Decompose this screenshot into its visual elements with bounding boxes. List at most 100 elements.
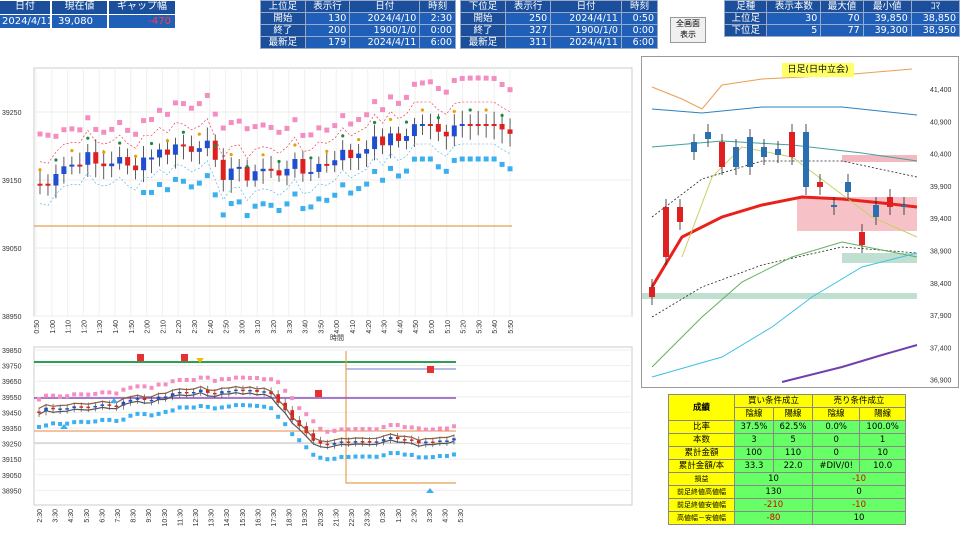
resistance-marker	[332, 428, 337, 433]
signal-dot	[420, 108, 424, 112]
support-marker	[72, 420, 77, 425]
resistance-marker	[451, 424, 456, 429]
resistance-marker	[236, 118, 242, 124]
row-label: 前足終値安値幅	[668, 498, 735, 512]
resistance-marker	[260, 122, 266, 128]
candle-body	[733, 147, 739, 167]
support-marker	[381, 453, 386, 458]
candle-body	[100, 404, 105, 406]
buy-value: 130	[733, 485, 814, 499]
resistance-marker	[198, 375, 203, 380]
support-marker	[226, 404, 231, 409]
row-label: 上位足	[723, 12, 768, 25]
row-value: 100.0%	[859, 420, 906, 434]
resistance-marker	[117, 120, 123, 126]
candle-body	[388, 133, 394, 146]
resistance-marker	[346, 427, 351, 432]
resistance-marker	[100, 390, 105, 395]
support-marker	[212, 192, 218, 198]
signal-dot	[404, 120, 409, 124]
support-marker	[107, 417, 112, 422]
support-marker	[172, 176, 178, 182]
y-tick-label: 39250	[2, 442, 22, 449]
candle-body	[227, 391, 231, 393]
signal-dot	[293, 143, 297, 147]
resistance-marker	[409, 425, 414, 430]
resistance-marker	[93, 391, 98, 396]
support-marker	[149, 189, 155, 195]
resistance-marker	[244, 126, 250, 132]
row-label: 終了	[260, 24, 306, 37]
resistance-marker	[324, 127, 330, 133]
candle-body	[128, 399, 133, 402]
x-tick-label: 14:30	[224, 509, 231, 527]
resistance-marker	[348, 121, 354, 127]
main-ma-line	[650, 195, 918, 288]
resistance-marker	[459, 75, 465, 81]
daily-chart-title: 日足(日中立会)	[782, 63, 854, 77]
fullscreen-button[interactable]: 全画面 表示	[670, 17, 706, 43]
support-marker	[308, 204, 314, 210]
row-value: 5	[772, 433, 814, 447]
x-tick-label: 16:30	[255, 509, 262, 527]
resistance-marker	[427, 79, 433, 85]
resistance-marker	[37, 397, 41, 402]
candle-body	[374, 441, 379, 443]
resistance-marker	[109, 126, 115, 132]
header-cell: 日付	[349, 0, 421, 13]
row-value: 0:00	[419, 24, 456, 37]
candle-body	[260, 168, 266, 172]
sub-header: 陽線	[859, 407, 906, 421]
support-marker	[451, 157, 457, 163]
support-marker	[260, 201, 266, 207]
row-value: 0	[812, 446, 861, 460]
y-tick-label: 39,900	[930, 184, 952, 191]
candle-body	[204, 140, 210, 149]
candle-body	[417, 440, 421, 444]
support-marker	[348, 190, 354, 196]
support-marker	[353, 454, 358, 459]
y-tick-label: 39850	[2, 348, 22, 355]
candle-body	[364, 149, 370, 154]
candle-body	[324, 163, 330, 166]
x-tick-label: 3:30	[427, 509, 434, 523]
support-marker	[444, 453, 449, 458]
resistance-marker	[364, 112, 370, 118]
candle-body	[86, 406, 91, 409]
candle-body	[443, 131, 449, 137]
buy-value: -80	[733, 511, 814, 525]
support-marker	[364, 181, 370, 187]
support-marker	[233, 403, 238, 408]
candle-body	[339, 441, 344, 443]
resistance-marker	[367, 427, 372, 432]
candle-body	[107, 404, 112, 406]
current-price: 39,080	[52, 15, 107, 28]
resistance-marker	[325, 429, 330, 434]
signal-dot	[229, 152, 233, 157]
table-row: 終了 200 1900/1/0 0:00	[260, 24, 456, 37]
resistance-marker	[180, 101, 186, 107]
resistance-marker	[72, 392, 77, 397]
support-marker	[244, 213, 250, 219]
candle-body	[85, 152, 91, 165]
candle-body	[817, 182, 823, 187]
candle-body	[901, 205, 907, 207]
x-tick-label: 4:40	[397, 320, 404, 334]
daily-chart-panel: 41,400 40,900 40,400 39,900 39,400 38,900 38,4…	[641, 56, 959, 388]
row-value: 62.5%	[772, 420, 814, 434]
x-tick-label: 0:50	[34, 320, 41, 334]
candle-body	[170, 393, 175, 397]
resistance-marker	[172, 100, 178, 106]
ma-line	[651, 241, 918, 368]
x-tick-label: 10:30	[162, 509, 169, 527]
candle-body	[44, 407, 48, 412]
signal-dot	[118, 141, 122, 145]
support-marker	[58, 421, 63, 426]
support-marker	[180, 178, 186, 184]
candle-body	[452, 438, 456, 441]
table-row: 開始 130 2024/4/10 2:30	[260, 12, 456, 25]
candle-body	[69, 164, 75, 167]
table-row: 下位足 5 77 39,300 38,950	[723, 24, 960, 37]
candle-body	[101, 163, 107, 167]
resistance-marker	[163, 382, 168, 387]
